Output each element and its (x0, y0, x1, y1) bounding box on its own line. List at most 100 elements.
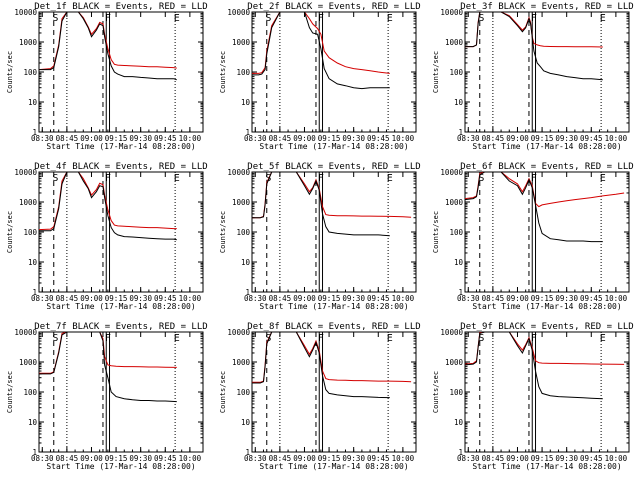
y-tick-label: 1000 (445, 198, 464, 207)
x-tick-label: 09:30 (555, 294, 578, 303)
y-tick-label: 10 (241, 418, 251, 427)
x-tick-label: 09:00 (506, 294, 529, 303)
plot-frame (251, 171, 417, 293)
interval-marker-f: F (105, 333, 111, 344)
interval-marker-s: S (478, 333, 484, 344)
y-tick-label: 100 (23, 68, 37, 77)
interval-marker-f: F (318, 173, 324, 184)
panel-title: Det_4f BLACK = Events, RED = LLD (34, 162, 207, 172)
x-tick-label: 10:00 (605, 294, 628, 303)
x-tick-label: 08:30 (31, 454, 54, 463)
interval-marker-e: E (600, 173, 606, 184)
y-tick-label: 10 (28, 258, 38, 267)
series-group (39, 12, 177, 81)
series-group (39, 332, 177, 403)
interval-marker-e: E (387, 333, 393, 344)
x-tick-label: 08:30 (457, 294, 480, 303)
plot-frame (38, 331, 204, 453)
x-tick-label: 09:15 (531, 454, 554, 463)
panel-title: Det_1f BLACK = Events, RED = LLD (34, 2, 207, 12)
y-tick-label: 1 (32, 448, 37, 457)
series-group (252, 332, 412, 399)
plot-frame (38, 171, 204, 293)
y-tick-label: 100 (449, 228, 463, 237)
detector-panel-4: Det_4f BLACK = Events, RED = LLD 1 10 100 10… (6, 162, 208, 311)
x-tick-label: 08:30 (244, 454, 267, 463)
time-guides (53, 172, 176, 292)
x-tick-label: 08:45 (269, 294, 292, 303)
interval-marker-f: F (531, 173, 537, 184)
y-tick-label: 1000 (19, 38, 38, 47)
x-tick-label: 08:45 (56, 454, 79, 463)
series-line-lld (39, 172, 177, 231)
series-line-events (252, 172, 390, 237)
y-tick-label: 10000 (440, 328, 463, 337)
y-tick-label: 10 (28, 98, 38, 107)
detector-panel-1: Det_1f BLACK = Events, RED = LLD 1 10 100 10… (6, 2, 208, 151)
series-line-events (252, 12, 390, 90)
series-line-events (465, 172, 603, 243)
plot-frame (464, 331, 630, 453)
interval-marker-s: S (478, 13, 484, 24)
plot-frame (251, 11, 417, 133)
series-group (252, 12, 390, 90)
interval-marker-f: F (318, 13, 324, 24)
x-axis-label: Start Time (17-Mar-14 08:28:00) (472, 462, 621, 471)
x-tick-label: 09:45 (580, 454, 603, 463)
interval-marker-f: F (318, 333, 324, 344)
interval-marker-f: F (531, 333, 537, 344)
plot-frame (251, 331, 417, 453)
x-tick-label: 08:30 (457, 454, 480, 463)
y-tick-label: 1000 (19, 198, 38, 207)
x-tick-label: 08:30 (31, 294, 54, 303)
time-guides (53, 332, 176, 452)
x-tick-label: 09:00 (293, 294, 316, 303)
series-group (465, 332, 625, 400)
x-tick-label: 09:45 (367, 134, 390, 143)
interval-marker-s: S (52, 333, 58, 344)
y-tick-label: 10 (454, 98, 464, 107)
x-axis-label: Start Time (17-Mar-14 08:28:00) (472, 142, 621, 151)
series-line-events (252, 332, 390, 399)
x-tick-label: 09:15 (105, 294, 128, 303)
interval-marker-e: E (600, 333, 606, 344)
series-group (252, 172, 412, 237)
x-tick-label: 10:00 (179, 294, 202, 303)
y-axis-label: Counts/sec (432, 371, 440, 413)
time-guides (479, 332, 602, 452)
y-tick-label: 10000 (227, 168, 250, 177)
plot-frame (464, 171, 630, 293)
interval-marker-f: F (531, 13, 537, 24)
y-tick-label: 10000 (227, 8, 250, 17)
x-tick-label: 10:00 (179, 134, 202, 143)
x-tick-label: 09:45 (154, 134, 177, 143)
time-guides (479, 12, 602, 132)
y-tick-label: 10000 (14, 8, 37, 17)
x-tick-label: 09:30 (342, 454, 365, 463)
y-tick-label: 1000 (232, 358, 251, 367)
x-tick-label: 09:15 (318, 294, 341, 303)
x-tick-label: 09:00 (293, 134, 316, 143)
y-tick-label: 1 (32, 128, 37, 137)
interval-marker-s: S (265, 13, 271, 24)
plot-frame (38, 11, 204, 133)
x-tick-label: 08:45 (56, 294, 79, 303)
series-line-events (465, 332, 603, 400)
interval-marker-f: F (105, 173, 111, 184)
x-tick-label: 08:45 (56, 134, 79, 143)
series-line-events (39, 12, 177, 81)
series-line-events (465, 12, 603, 81)
x-tick-label: 09:45 (154, 454, 177, 463)
x-tick-label: 09:15 (531, 294, 554, 303)
y-axis-label: Counts/sec (6, 371, 14, 413)
y-tick-label: 100 (236, 68, 250, 77)
x-tick-label: 09:45 (154, 294, 177, 303)
panel-title: Det_9f BLACK = Events, RED = LLD (460, 322, 633, 332)
x-tick-label: 08:45 (269, 134, 292, 143)
x-axis-label: Start Time (17-Mar-14 08:28:00) (46, 462, 195, 471)
x-tick-label: 10:00 (605, 134, 628, 143)
panel-title: Det_7f BLACK = Events, RED = LLD (34, 322, 207, 332)
x-tick-label: 09:00 (80, 454, 103, 463)
panel-title: Det_2f BLACK = Events, RED = LLD (247, 2, 420, 12)
